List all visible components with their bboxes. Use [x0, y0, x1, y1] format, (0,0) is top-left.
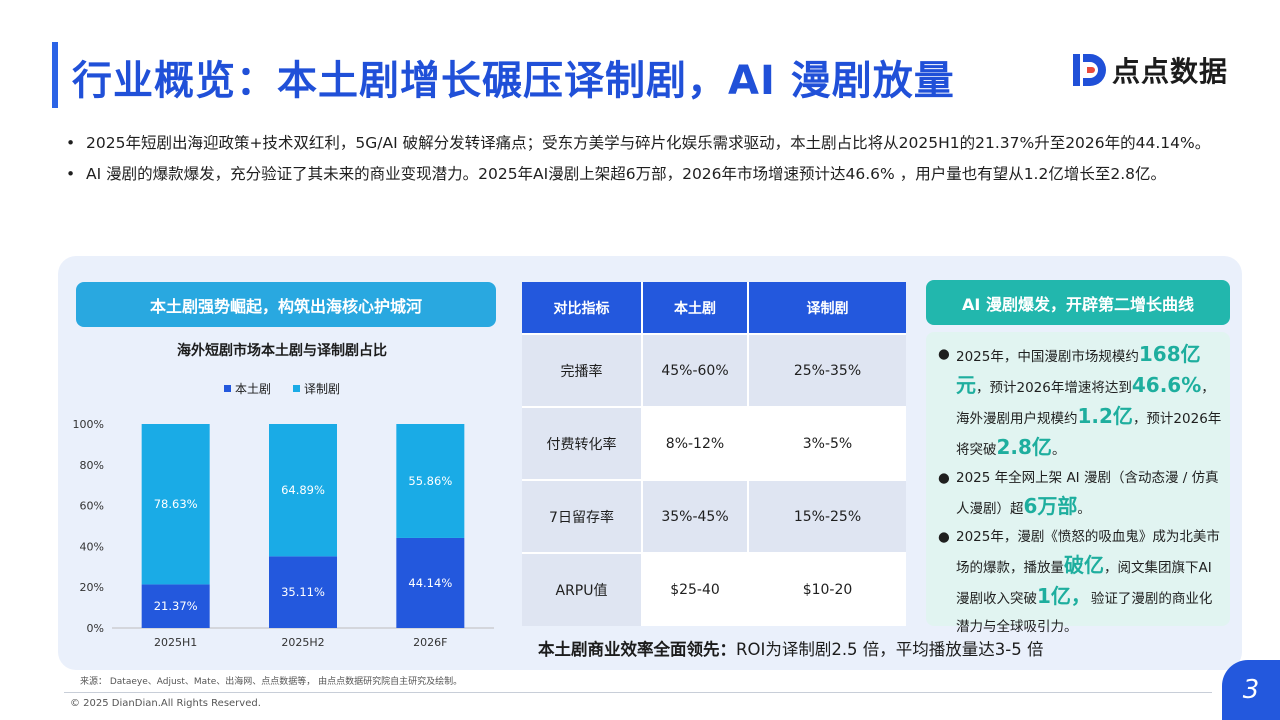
comparison-table: 对比指标 本土剧 译制剧 完播率 45%-60% 25%-35% 付费转化率 8…	[522, 282, 906, 626]
chart-plot: 0% 20% 40% 60% 80% 100% 21.37% 78.63% 2025H1 35.1…	[73, 418, 494, 649]
list-item: ● 2025年，中国漫剧市场规模约168亿元，预计2026年增速将达到46.6%，…	[938, 342, 1222, 459]
intro-bullet: • 2025年短剧出海迎政策+技术双红利，5G/AI 破解分发转译痛点；受东方美学…	[64, 128, 1244, 159]
efficiency-note-text: ROI为译制剧2.5 倍，平均播放量达3-5 倍	[736, 640, 1044, 659]
table-cell: $25-40	[642, 552, 749, 626]
y-tick-label: 0%	[87, 622, 104, 635]
data-label: 64.89%	[281, 483, 325, 497]
table-cell: $10-20	[748, 552, 906, 626]
table-header-row: 对比指标 本土剧 译制剧	[522, 282, 906, 334]
right-section-box	[926, 332, 1230, 626]
bullet-dot: •	[66, 165, 76, 183]
table-cell: 35%-45%	[642, 479, 749, 553]
legend-item-local: 本土剧	[223, 380, 271, 397]
data-label: 35.11%	[281, 585, 325, 599]
table-cell: 45%-60%	[642, 333, 749, 407]
bar-segment-local	[141, 584, 210, 628]
brand-name: 点点数据	[1112, 55, 1229, 88]
intro-bullet: • AI 漫剧的爆款爆发，充分验证了其未来的商业变现潜力。2025年AI漫剧上架超…	[64, 159, 1244, 190]
table-header-cell: 本土剧	[642, 282, 749, 334]
source-note: 来源： Dataeye、Adjust、Mate、出海网、点点数据等， 由点点数据…	[80, 677, 463, 687]
table-row: 付费转化率 8%-12% 3%-5%	[522, 406, 906, 480]
y-tick-label: 100%	[73, 418, 104, 431]
footer-divider	[64, 692, 1212, 693]
table-cell: 完播率	[522, 333, 643, 407]
legend-item-dubbed: 译制剧	[293, 380, 340, 397]
bullet-dot: ●	[938, 470, 950, 486]
highlight-number: 破亿	[1064, 553, 1104, 577]
data-label: 21.37%	[154, 599, 198, 613]
intro-bullets: • 2025年短剧出海迎政策+技术双红利，5G/AI 破解分发转译痛点；受东方美学…	[64, 128, 1244, 190]
x-tick-label: 2025H1	[154, 636, 197, 649]
left-section-heading: 本土剧强势崛起，构筑出海核心护城河	[76, 282, 496, 327]
efficiency-note: 本土剧商业效率全面领先：ROI为译制剧2.5 倍，平均播放量达3-5 倍	[538, 636, 1044, 660]
table-cell: 25%-35%	[748, 333, 906, 407]
right-section-heading: AI 漫剧爆发，开辟第二增长曲线	[926, 280, 1230, 325]
table-cell: 7日留存率	[522, 479, 643, 553]
bar-segment-local	[269, 556, 337, 628]
table-cell: 3%-5%	[748, 406, 906, 480]
data-label: 44.14%	[408, 576, 452, 590]
bar-segment-dubbed	[396, 424, 465, 538]
highlight-number: 46.6%	[1131, 373, 1202, 397]
highlight-number: 2.8亿	[996, 435, 1052, 459]
dd-logo-icon	[1073, 54, 1106, 86]
bullet-dot: ●	[938, 529, 950, 545]
bar-segment-dubbed	[141, 424, 210, 585]
legend-swatch	[293, 385, 300, 392]
title-accent-bar	[52, 42, 58, 108]
list-item: ● 2025年，漫剧《愤怒的吸血鬼》成为北美市场的爆款，播放量破亿，阅文集团旗下A…	[936, 523, 1224, 641]
table-cell: ARPU值	[522, 552, 643, 626]
bullet-dot: ●	[938, 346, 950, 362]
table-header-cell: 译制剧	[748, 282, 906, 334]
y-tick-label: 60%	[80, 500, 104, 513]
chart-title: 海外短剧市场本土剧与译制剧占比	[177, 343, 387, 359]
highlight-number: 6万部	[1023, 494, 1078, 518]
chart-legend: 本土剧 译制剧	[62, 380, 502, 397]
copyright: © 2025 DianDian.All Rights Reserved.	[70, 698, 261, 709]
table-cell: 15%-25%	[748, 479, 906, 553]
legend-swatch	[223, 385, 231, 392]
table-header-cell: 对比指标	[522, 282, 643, 334]
table-cell: 8%-12%	[642, 406, 749, 480]
table-row: 完播率 45%-60% 25%-35%	[522, 333, 906, 407]
data-label: 78.63%	[154, 497, 198, 511]
page-title: 行业概览：本土剧增长碾压译制剧，AI 漫剧放量	[72, 58, 955, 104]
efficiency-note-bold: 本土剧商业效率全面领先：	[538, 640, 736, 659]
highlight-number: 1亿，	[1037, 584, 1091, 608]
highlight-number: 168亿元	[956, 342, 1201, 397]
bar-segment-dubbed	[269, 424, 337, 557]
data-label: 55.86%	[408, 474, 452, 488]
list-item: ● 2025 年全网上架 AI 漫剧（含动态漫 / 仿真人漫剧）超6万部。	[936, 464, 1224, 523]
table-row: ARPU值 $25-40 $10-20	[522, 552, 906, 626]
table-cell: 付费转化率	[522, 406, 643, 480]
bullet-dot: •	[66, 134, 76, 152]
y-tick-label: 80%	[80, 459, 104, 472]
stacked-bar-chart: 海外短剧市场本土剧与译制剧占比 本土剧 译制剧 0% 20% 40% 60% 80% 10…	[62, 332, 502, 662]
y-tick-label: 40%	[80, 540, 104, 553]
highlight-number: 1.2亿	[1077, 404, 1133, 428]
bar-segment-local	[396, 537, 465, 628]
page-number: 3	[1222, 660, 1280, 720]
brand-logo: 点点数据	[1072, 50, 1228, 90]
ai-drama-points: ● 2025年，中国漫剧市场规模约168亿元，预计2026年增速将达到46.6%，…	[936, 340, 1224, 641]
x-tick-label: 2025H2	[281, 636, 324, 649]
table-row: 7日留存率 35%-45% 15%-25%	[522, 479, 906, 553]
x-tick-label: 2026F	[413, 636, 447, 649]
y-tick-label: 20%	[80, 581, 104, 594]
